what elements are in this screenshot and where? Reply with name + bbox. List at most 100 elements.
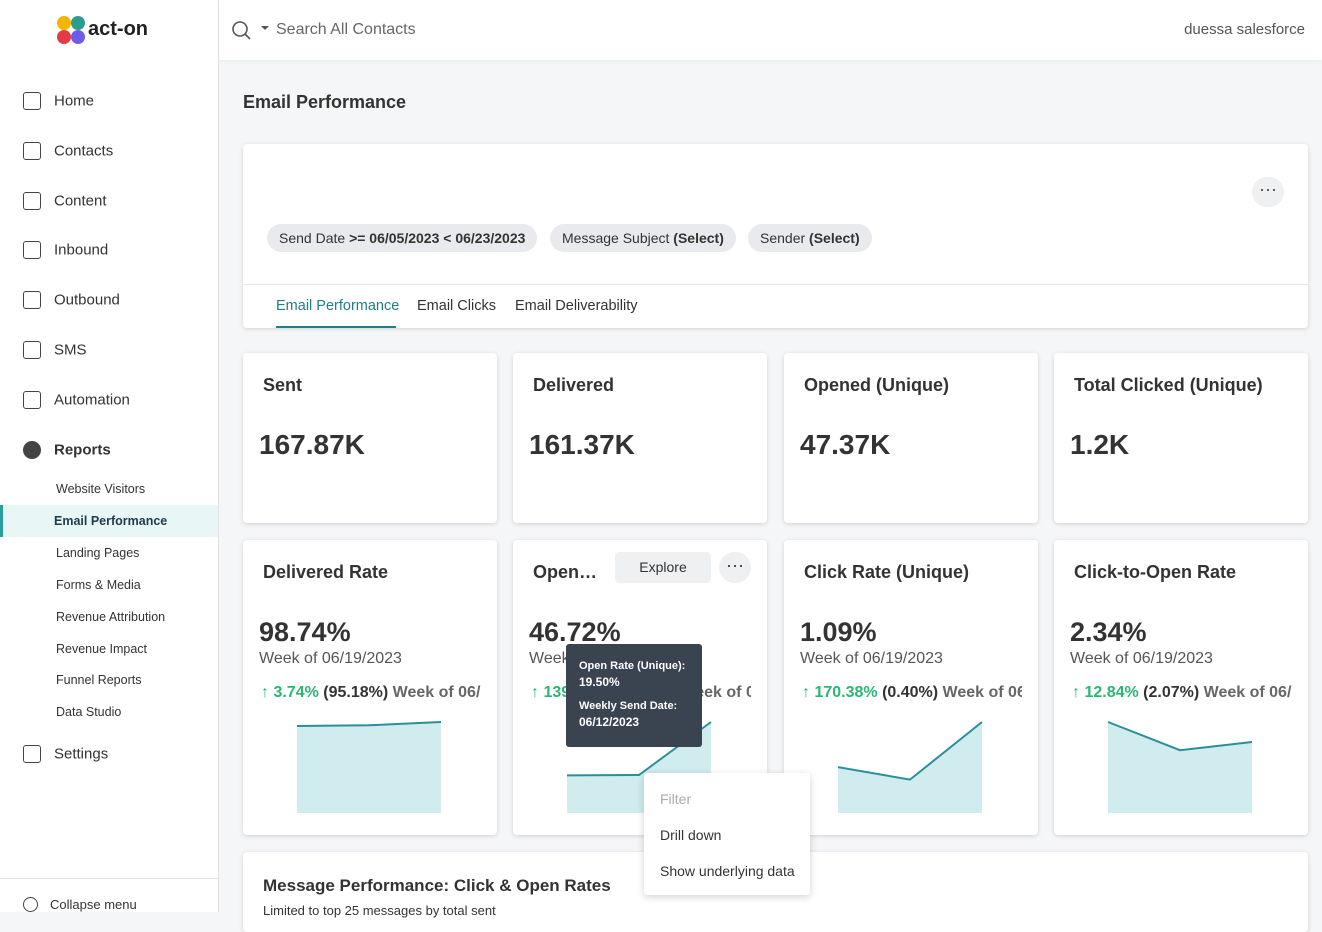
- kpi-card: Delivered 161.37K: [513, 353, 767, 523]
- rate-title: Click Rate (Unique): [804, 562, 970, 582]
- tab[interactable]: Email Performance: [276, 298, 400, 314]
- top-bar: Search All Contacts duessa salesforce: [219, 0, 1322, 60]
- menu-item[interactable]: Show underlying data: [660, 863, 795, 879]
- card-title: Message Performance: Click & Open Rates: [263, 876, 611, 895]
- sub-nav-item[interactable]: Landing Pages: [56, 545, 140, 560]
- nav-icon: [23, 291, 41, 309]
- change: ↑ 170.38%: [802, 684, 878, 701]
- sparkline: [1107, 721, 1253, 813]
- divider: [0, 878, 218, 879]
- filter-value: (Select): [673, 230, 724, 246]
- nav-item[interactable]: SMS: [54, 341, 87, 359]
- search-icon[interactable]: [231, 20, 271, 42]
- tooltip-label: Open Rate (Unique):: [579, 660, 686, 672]
- comparison: ↑ 12.84% (2.07%) Week of 06/12/2023: [1072, 684, 1292, 702]
- filter-chip[interactable]: Message Subject (Select): [550, 224, 736, 252]
- kpi-card: Opened (Unique) 47.37K: [784, 353, 1038, 523]
- nav-item[interactable]: Reports: [54, 441, 111, 459]
- more-button[interactable]: ···: [1252, 177, 1284, 207]
- rate-value: 1.09%: [800, 617, 877, 647]
- rate-value: 2.34%: [1070, 617, 1147, 647]
- sub-nav-item[interactable]: Email Performance: [54, 513, 168, 528]
- rate-value: 46.72%: [529, 617, 621, 647]
- kpi-card: Total Clicked (Unique) 1.2K: [1054, 353, 1308, 523]
- nav-icon: [23, 241, 41, 259]
- rate-card: Click Rate (Unique) 1.09% Week of 06/19/20…: [784, 540, 1038, 835]
- rate-title: Delivered Rate: [263, 562, 389, 582]
- rate-card: Delivered Rate 98.74% Week of 06/19/2023 ↑ …: [243, 540, 497, 835]
- kpi-value: 167.87K: [259, 429, 365, 460]
- comparison: ↑ 170.38% (0.40%) Week of 06/12/2023: [802, 684, 1022, 702]
- tab[interactable]: Email Deliverability: [515, 298, 638, 314]
- change: ↑ 3.74%: [261, 684, 319, 701]
- filter-label: Send Date: [279, 230, 346, 246]
- collapse-menu[interactable]: Collapse menu: [50, 897, 137, 912]
- context-menu: Filter Drill down Show underlying data: [644, 773, 810, 895]
- nav-item[interactable]: Inbound: [54, 241, 109, 259]
- user-name[interactable]: duessa salesforce: [1184, 21, 1305, 38]
- sub-nav-item[interactable]: Funnel Reports: [56, 673, 142, 688]
- tooltip-value: 19.50%: [579, 675, 620, 689]
- filter-value: >= 06/05/2023 < 06/23/2023: [349, 230, 526, 246]
- previous-period: Week of 06/12/2023: [392, 684, 481, 701]
- page-title: Email Performance: [243, 92, 407, 112]
- filter-chip[interactable]: Send Date >= 06/05/2023 < 06/23/2023: [267, 224, 538, 252]
- rate-value: 98.74%: [259, 617, 351, 647]
- sub-nav-item[interactable]: Data Studio: [56, 705, 122, 720]
- search-input[interactable]: Search All Contacts: [276, 21, 416, 38]
- sub-nav-item[interactable]: Revenue Impact: [56, 641, 148, 656]
- filter-label: Sender: [760, 230, 806, 246]
- sparkline-area: [838, 722, 982, 813]
- rate-period: Week of 06/19/2023: [800, 650, 943, 667]
- sub-nav-item[interactable]: Website Visitors: [56, 482, 146, 496]
- comparison: ↑ 3.74% (95.18%) Week of 06/12/2023: [261, 684, 481, 702]
- nav-item[interactable]: Automation: [54, 391, 130, 409]
- sparkline-area: [1108, 722, 1252, 813]
- sparkline-line: [1107, 721, 1253, 752]
- rate-period: Week of 06/19/2023: [259, 650, 402, 667]
- nav-item[interactable]: Outbound: [54, 291, 120, 309]
- filter-chip[interactable]: Sender (Select): [748, 224, 872, 252]
- nav-item[interactable]: Home: [54, 92, 95, 110]
- sparkline: [837, 721, 983, 813]
- menu-item[interactable]: Drill down: [660, 827, 722, 843]
- nav-icon: [23, 92, 41, 110]
- nav-icon: [23, 341, 41, 359]
- tab[interactable]: Email Clicks: [417, 298, 496, 314]
- kpi-card: Sent 167.87K: [243, 353, 497, 523]
- explore-button[interactable]: Explore: [615, 552, 711, 583]
- logo-text: act-on: [88, 18, 148, 40]
- previous-period: Week of 06/12/2023: [1203, 684, 1292, 701]
- card-subtitle: Limited to top 25 messages by total sent: [263, 903, 496, 918]
- filter-label: Message Subject: [562, 230, 670, 246]
- rate-card: Click-to-Open Rate 2.34% Week of 06/19/202…: [1054, 540, 1308, 835]
- tooltip-label: Weekly Send Date:: [579, 700, 678, 712]
- nav-item[interactable]: Settings: [54, 745, 109, 763]
- more-button[interactable]: ···: [719, 552, 751, 583]
- change: ↑ 12.84%: [1072, 684, 1139, 701]
- sidebar: act-on Home Contacts Content Inbound Outboun…: [0, 0, 219, 912]
- nav-item[interactable]: Contacts: [54, 142, 114, 160]
- sparkline-area: [297, 722, 441, 813]
- kpi-title: Total Clicked (Unique): [1074, 375, 1263, 395]
- rate-title: Open Rate (Unique): [533, 562, 601, 582]
- filter-value: (Select): [809, 230, 860, 246]
- sparkline: [296, 721, 442, 813]
- nav-icon: [23, 391, 41, 409]
- rate-period: Week of 06/19/2023: [1070, 650, 1213, 667]
- collapse-icon: [23, 897, 38, 912]
- kpi-title: Opened (Unique): [804, 375, 949, 395]
- rate-title: Click-to-Open Rate: [1074, 562, 1237, 582]
- previous-value: (95.18%): [323, 684, 389, 701]
- previous-value: (2.07%): [1143, 684, 1200, 701]
- nav-icon: [23, 745, 41, 763]
- nav-item[interactable]: Content: [54, 192, 107, 210]
- tooltip: Open Rate (Unique): 19.50% Weekly Send D…: [566, 644, 702, 747]
- nav-icon: [23, 192, 41, 210]
- sub-nav-item[interactable]: Forms & Media: [56, 577, 141, 592]
- nav-icon: [23, 441, 41, 459]
- tooltip-value: 06/12/2023: [579, 715, 640, 729]
- sub-nav-item[interactable]: Revenue Attribution: [56, 609, 166, 624]
- active-highlight: [0, 504, 218, 537]
